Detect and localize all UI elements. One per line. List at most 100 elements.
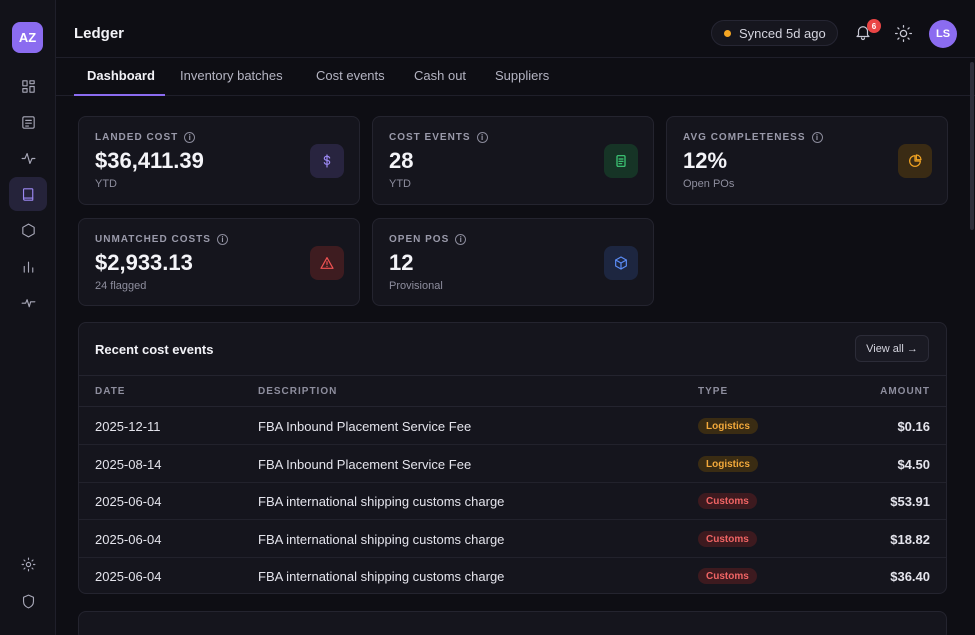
tab-dashboard[interactable]: Dashboard [87, 68, 155, 83]
info-icon[interactable]: i [455, 234, 467, 245]
receipt-icon [604, 144, 638, 178]
book-icon [22, 187, 33, 201]
cell-description: FBA international shipping customs charg… [258, 494, 505, 509]
workspace-logo[interactable]: AZ [12, 22, 43, 53]
nav-activity[interactable] [9, 141, 47, 175]
sun-icon [894, 24, 913, 43]
kpi-cost-events: COST EVENTS i 28 YTD [372, 116, 654, 205]
sidebar: AZ [0, 0, 56, 635]
notifications-button[interactable] [854, 23, 874, 43]
avatar[interactable]: LS [929, 20, 957, 48]
table-row[interactable]: 2025-06-04 FBA international shipping cu… [79, 520, 946, 558]
tab-cost-events[interactable]: Cost events [316, 68, 385, 83]
kpi-value: 12 [389, 250, 414, 275]
type-badge: Customs [698, 531, 757, 547]
shield-icon [22, 594, 34, 608]
kpi-unmatched-costs: UNMATCHED COSTS i $2,933.13 24 flagged [78, 218, 360, 306]
info-icon[interactable]: i [811, 132, 823, 143]
sync-status[interactable]: Synced 5d ago [711, 20, 838, 46]
column-date[interactable]: DATE [95, 386, 126, 397]
nav-settings[interactable] [9, 547, 47, 581]
dollar-icon [310, 144, 344, 178]
kpi-label: AVG COMPLETENESS [683, 132, 806, 143]
kpi-subtitle: 24 flagged [95, 280, 147, 292]
nav-reports[interactable] [9, 249, 47, 283]
info-icon[interactable]: i [216, 234, 228, 245]
page-title: Ledger [74, 25, 125, 42]
info-icon[interactable]: i [184, 132, 196, 143]
nav-security[interactable] [9, 584, 47, 618]
table-row[interactable]: 2025-06-04 FBA international shipping cu… [79, 557, 946, 595]
table-row[interactable]: 2025-12-11 FBA Inbound Placement Service… [79, 407, 946, 445]
cell-amount: $0.16 [897, 419, 930, 434]
panel-title: Recent cost events [95, 342, 214, 357]
nav-documents[interactable] [9, 105, 47, 139]
type-badge: Customs [698, 568, 757, 584]
cell-date: 2025-06-04 [95, 494, 162, 509]
tab-cash-out[interactable]: Cash out [414, 68, 467, 83]
cell-description: FBA Inbound Placement Service Fee [258, 419, 472, 434]
status-dot-icon [724, 29, 731, 37]
kpi-label: OPEN POS [389, 234, 450, 245]
cell-date: 2025-06-04 [95, 532, 162, 547]
kpi-value: $36,411.39 [95, 148, 204, 173]
nav-dashboard[interactable] [9, 69, 47, 103]
type-badge: Logistics [698, 456, 758, 472]
top-bar: Ledger Synced 5d ago 6 LS [56, 8, 975, 58]
recent-cost-events-panel: Recent cost events View all → DATE DESCR… [78, 322, 947, 594]
kpi-subtitle: Open POs [683, 178, 735, 190]
sync-status-label: Synced 5d ago [739, 25, 826, 41]
kpi-label: UNMATCHED COSTS [95, 234, 211, 245]
nav-ledger[interactable] [9, 177, 47, 211]
pulse-icon [21, 298, 35, 307]
cell-amount: $18.82 [890, 532, 930, 547]
table-row[interactable]: 2025-08-14 FBA Inbound Placement Service… [79, 445, 946, 483]
activity-icon [21, 152, 35, 164]
cell-amount: $53.91 [890, 494, 930, 509]
scrollbar-thumb[interactable] [970, 62, 974, 230]
warning-icon [310, 246, 344, 280]
kpi-subtitle: YTD [389, 178, 411, 190]
cell-amount: $4.50 [897, 457, 930, 472]
table-header: DATE DESCRIPTION TYPE AMOUNT [79, 375, 946, 407]
kpi-subtitle: YTD [95, 178, 117, 190]
view-all-button[interactable]: View all → [855, 335, 929, 362]
tab-bar: Dashboard Inventory batches Cost events … [56, 58, 975, 96]
column-description[interactable]: DESCRIPTION [258, 386, 338, 397]
nav-pulse[interactable] [9, 285, 47, 319]
cube-icon [604, 246, 638, 280]
cell-date: 2025-06-04 [95, 569, 162, 584]
info-icon[interactable]: i [476, 132, 488, 143]
kpi-landed-cost: LANDED COST i $36,411.39 YTD [78, 116, 360, 205]
document-icon [21, 115, 35, 129]
column-amount[interactable]: AMOUNT [880, 386, 930, 397]
grid-icon [21, 79, 35, 93]
table-body: 2025-12-11 FBA Inbound Placement Service… [79, 407, 946, 595]
column-type[interactable]: TYPE [698, 386, 729, 397]
theme-toggle[interactable] [894, 24, 913, 48]
kpi-subtitle: Provisional [389, 280, 443, 292]
kpi-value: 28 [389, 148, 414, 173]
type-badge: Customs [698, 493, 757, 509]
cell-date: 2025-12-11 [95, 419, 161, 434]
cell-description: FBA Inbound Placement Service Fee [258, 457, 472, 472]
kpi-label: COST EVENTS [389, 132, 471, 143]
cell-date: 2025-08-14 [95, 457, 162, 472]
notification-badge: 6 [867, 19, 881, 33]
tab-inventory-batches[interactable]: Inventory batches [180, 68, 283, 83]
tab-suppliers[interactable]: Suppliers [495, 68, 550, 83]
bell-icon [856, 26, 870, 41]
kpi-avg-completeness: AVG COMPLETENESS i 12% Open POs [666, 116, 948, 205]
type-badge: Logistics [698, 418, 758, 434]
table-row[interactable]: 2025-06-04 FBA international shipping cu… [79, 482, 946, 520]
box-icon [21, 223, 35, 237]
kpi-label: LANDED COST [95, 132, 179, 143]
next-panel [78, 611, 947, 635]
pie-icon [898, 144, 932, 178]
nav-inventory[interactable] [9, 213, 47, 247]
cell-description: FBA international shipping customs charg… [258, 532, 505, 547]
cell-description: FBA international shipping customs charg… [258, 569, 505, 584]
kpi-open-pos: OPEN POS i 12 Provisional [372, 218, 654, 306]
kpi-value: $2,933.13 [95, 250, 193, 275]
kpi-value: 12% [683, 148, 728, 173]
